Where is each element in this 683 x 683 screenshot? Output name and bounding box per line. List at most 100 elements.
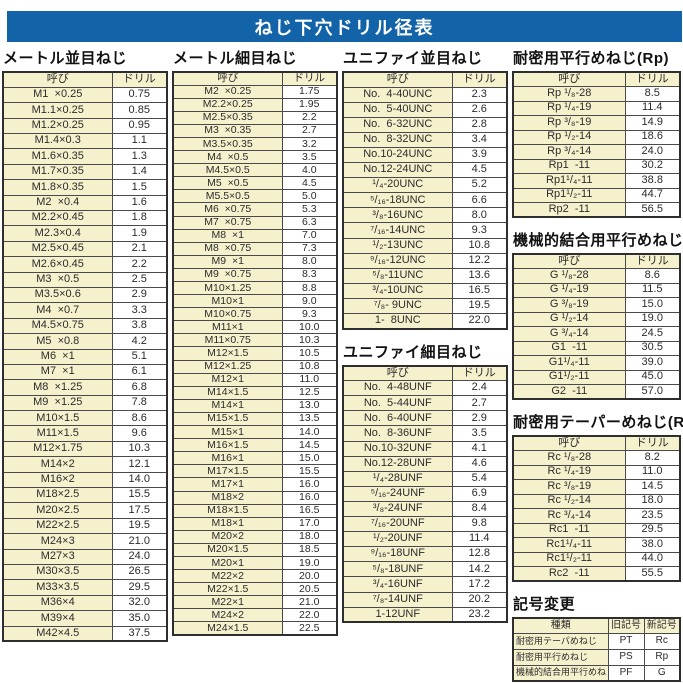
thread-name-cell: M4.5×0.5 [172, 163, 283, 178]
value-cell: 11.5 [624, 282, 681, 298]
thread-name-cell: M14×1 [172, 398, 283, 413]
thread-name-cell: M22×2.5 [2, 517, 113, 535]
value-cell: 6.1 [111, 363, 168, 381]
table-row: M16×1 15.0 [172, 451, 338, 466]
table-row: ³/₈-24UNF 8.4 [342, 500, 508, 518]
table-row: M12×1 11.0 [172, 372, 338, 387]
thread-name-cell: No. 8-32UNC [342, 131, 453, 148]
value-cell: 4.6 [451, 455, 508, 472]
thread-name-cell: Rc ³/₄-14 [512, 508, 626, 524]
value-cell: 7.8 [111, 394, 168, 412]
thread-name-cell: Rc ³/₈-19 [512, 479, 626, 495]
thread-name-cell: G ³/₈-19 [512, 297, 626, 313]
table-row: Rc2 -11 55.5 [512, 566, 681, 582]
rc-table: 呼び ドリル Rc ¹/₈-28 8.2 Rc ¹/₄-19 11.0 Rc ³/₈-1… [512, 435, 681, 582]
value-cell: 3.9 [451, 146, 508, 164]
col-header-drill: ドリル [281, 71, 338, 86]
thread-name-cell: M18×1.5 [172, 503, 283, 518]
value-cell: 8.8 [281, 280, 338, 296]
header-row: 呼び ドリル [512, 435, 681, 451]
col-header-old-symbol: 旧記号 [607, 617, 645, 635]
thread-name-cell: G2 -11 [512, 384, 626, 400]
table-row: M2.2×0.25 1.95 [172, 97, 338, 112]
value-cell: PS [607, 649, 645, 666]
table-row: ¹/₂-13UNC 10.8 [342, 237, 508, 254]
value-cell: 13.5 [281, 411, 338, 427]
table-row: M36×4 32.0 [2, 594, 168, 612]
table-row: M14×2 12.1 [2, 456, 168, 473]
table-row: M11×0.75 10.3 [172, 333, 338, 348]
table-row: M24×2 22.0 [172, 608, 338, 623]
table-row: M24×3 21.0 [2, 533, 168, 550]
thread-name-cell: M4 ×0.5 [172, 150, 283, 165]
value-cell: 3.8 [111, 317, 168, 335]
table-row: Rc ¹/₈-28 8.2 [512, 450, 681, 466]
value-cell: 3.5 [451, 425, 508, 442]
thread-name-cell: ³/₈-24UNF [342, 500, 453, 518]
value-cell: 56.5 [624, 202, 681, 218]
table-row: Rp1¹/₄-11 38.8 [512, 173, 681, 189]
table-row: 1- 8UNC 22.0 [342, 312, 508, 330]
section-title-unified-fine: ユニファイ細目ねじ [343, 343, 483, 361]
value-cell: 4.5 [451, 162, 508, 179]
value-cell: 20.2 [451, 591, 508, 608]
value-cell: 38.0 [624, 537, 681, 553]
value-cell: 23.2 [451, 606, 508, 623]
value-cell: 7.3 [281, 241, 338, 256]
table-row: 機械的結合用平行めねじ PF G [512, 664, 681, 682]
table-row: M4 ×0.7 3.3 [2, 302, 168, 319]
thread-name-cell: M11×0.75 [172, 333, 283, 348]
value-cell: 1.6 [111, 194, 168, 212]
value-cell: Rp [643, 649, 681, 666]
value-cell: 11.4 [451, 531, 508, 548]
table-row: M39×4 35.0 [2, 610, 168, 627]
table-row: ⁹/₁₆-18UNF 12.8 [342, 546, 508, 563]
thread-name-cell: No.12-24UNC [342, 162, 453, 179]
value-cell: 2.8 [451, 116, 508, 133]
value-cell: 0.75 [111, 86, 168, 104]
col-header-name: 呼び [2, 71, 113, 88]
table-row: Rp ³/₈-19 14.9 [512, 115, 681, 131]
table-row: M2.5×0.35 2.2 [172, 110, 338, 125]
thread-name-cell: M5 ×0.5 [172, 176, 283, 191]
table-row: Rc ¹/₄-19 11.0 [512, 464, 681, 480]
header-row: 呼び ドリル [2, 71, 168, 88]
value-cell: 57.0 [624, 384, 681, 400]
value-cell: 2.5 [111, 271, 168, 288]
column-unified: ユニファイ並目ねじ 呼び ドリル No. 4-40UNC 2.3 No. 5-40U… [342, 47, 508, 624]
col-header-name: 呼び [342, 71, 453, 88]
thread-name-cell: M33×3.5 [2, 579, 113, 596]
thread-name-cell: M15×1 [172, 425, 283, 440]
table-row: Rp ¹/₈-28 8.5 [512, 86, 681, 102]
thread-name-cell: M12×1.75 [2, 440, 113, 458]
thread-name-cell: M22×1.5 [172, 582, 283, 597]
table-row: ⁵/₁₆-18UNC 6.6 [342, 192, 508, 209]
thread-name-cell: M20×1.5 [172, 542, 283, 557]
table-row: M3.5×0.35 3.2 [172, 136, 338, 152]
value-cell: 4.5 [281, 176, 338, 191]
table-row: No.12-28UNF 4.6 [342, 455, 508, 472]
value-cell: 19.5 [111, 517, 168, 535]
table-row: M5 ×0.8 4.2 [2, 333, 168, 350]
column-metric-fine: メートル細目ねじ 呼び ドリル M2 ×0.25 1.75 M2.2×0.25 1.9… [172, 47, 338, 637]
value-cell: 14.0 [111, 471, 168, 489]
thread-name-cell: M2.2×0.45 [2, 210, 113, 227]
value-cell: 10.0 [281, 320, 338, 335]
thread-name-cell: M5.5×0.5 [172, 189, 283, 204]
table-row: M12×1.75 10.3 [2, 440, 168, 458]
table-row: ⁷/₁₆-14UNC 9.3 [342, 222, 508, 239]
value-cell: 9.6 [111, 425, 168, 442]
thread-name-cell: M6 ×1 [2, 348, 113, 365]
value-cell: 12.1 [111, 456, 168, 473]
thread-name-cell: M16×1.5 [172, 438, 283, 453]
value-cell: 16.0 [281, 490, 338, 505]
value-cell: 30.5 [624, 340, 681, 356]
value-cell: 1.95 [281, 97, 338, 112]
header-row: 呼び ドリル [342, 365, 508, 382]
table-row: No. 6-32UNC 2.8 [342, 116, 508, 133]
thread-name-cell: M27×3 [2, 548, 113, 566]
value-cell: 10.8 [281, 359, 338, 374]
value-cell: 1.8 [111, 210, 168, 227]
thread-name-cell: Rp1¹/₂-11 [512, 187, 626, 203]
table-row: M22×2 20.0 [172, 569, 338, 584]
